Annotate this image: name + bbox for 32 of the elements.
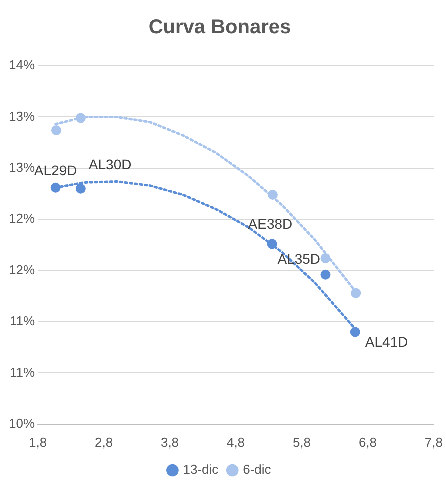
y-tick-label: 12%	[8, 211, 36, 226]
point	[351, 288, 362, 298]
y-tick-label: 14%	[8, 58, 36, 73]
x-tick-label: 2,8	[94, 434, 114, 450]
annotation: AL29D	[34, 162, 78, 179]
point	[268, 190, 278, 200]
annotation: AL30D	[88, 156, 132, 173]
point	[320, 254, 331, 264]
point	[320, 270, 331, 280]
annotation: AL41D	[365, 334, 408, 350]
y-tick-label: 11%	[10, 364, 36, 380]
x-tick-label: 6,8	[358, 434, 378, 450]
x-tick-label: 4,8	[226, 434, 246, 450]
point	[350, 327, 360, 338]
point	[50, 182, 61, 193]
annotation: AE38D	[248, 216, 293, 232]
point	[76, 113, 86, 124]
legend-label: 13-dic	[183, 462, 220, 478]
point	[51, 126, 62, 136]
y-tick-label: 10%	[8, 416, 36, 431]
x-tick-label: 7,8	[424, 434, 444, 450]
point	[76, 184, 86, 194]
y-tick-label: 13%	[8, 160, 36, 175]
y-tick-label: 13%	[8, 108, 36, 124]
y-tick-label: 12%	[8, 262, 36, 278]
x-tick-label: 1,8	[28, 434, 48, 450]
x-tick-label: 5,8	[292, 434, 312, 450]
y-tick-label: 11%	[10, 314, 36, 329]
x-tick-label: 3,8	[160, 434, 180, 450]
legend-label: 6-dic	[243, 462, 272, 478]
chart-title: Curva Bonares	[148, 16, 292, 39]
point	[267, 239, 278, 250]
